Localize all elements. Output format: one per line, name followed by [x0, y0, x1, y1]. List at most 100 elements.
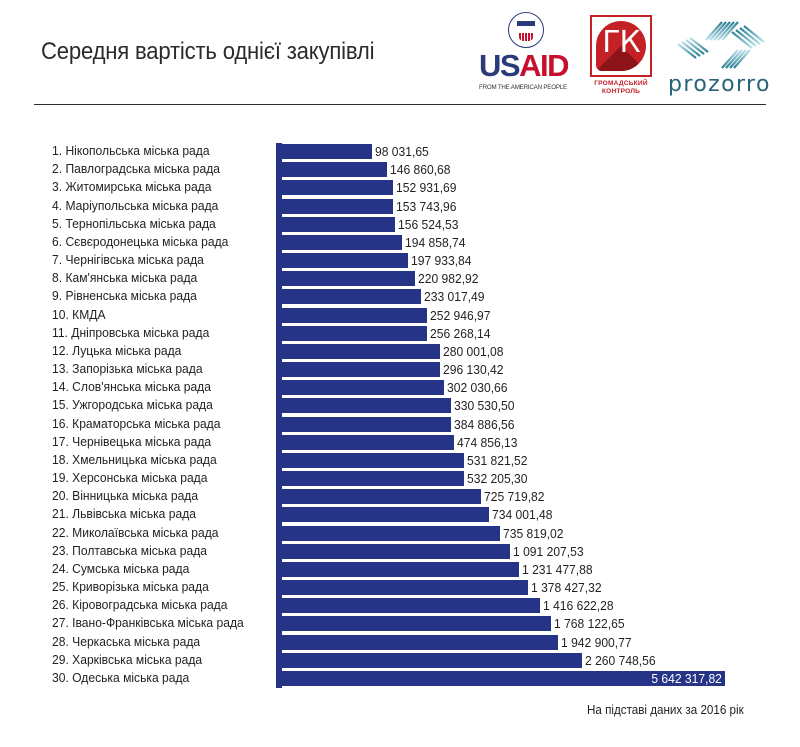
chart-row: 7. Чернігівська міська рада 197 933,84 — [0, 252, 800, 270]
chart-row: 15. Ужгородська міська рада 330 530,50 — [0, 397, 800, 415]
value-label: 531 821,52 — [467, 452, 528, 468]
chart-row: 13. Запорізька міська рада 296 130,42 — [0, 361, 800, 379]
chart-row: 3. Житомирська міська рада 152 931,69 — [0, 179, 800, 197]
category-label: 22. Миколаївська міська рада — [52, 524, 219, 540]
gk-caption-line2: КОНТРОЛЬ — [601, 88, 641, 95]
chart-row: 6. Сєвєродонецька міська рада 194 858,74 — [0, 234, 800, 252]
category-label: 24. Сумська міська рада — [52, 560, 190, 576]
bar — [276, 180, 393, 196]
bar — [276, 525, 500, 541]
value-label: 256 268,14 — [430, 325, 491, 341]
value-label: 725 719,82 — [484, 489, 545, 505]
category-label: 14. Слов'янська міська рада — [52, 379, 211, 395]
bar — [276, 362, 440, 377]
chart-row: 1. Нікопольська міська рада 98 031,65 — [0, 143, 800, 161]
category-label: 5. Тернопільська міська рада — [52, 215, 216, 231]
category-label: 9. Рівненська міська рада — [52, 288, 197, 304]
bar — [276, 452, 464, 468]
category-label: 18. Хмельницька міська рада — [52, 451, 217, 467]
category-label: 3. Житомирська міська рада — [52, 179, 212, 195]
value-label: 1 378 427,32 — [531, 580, 602, 595]
value-label: 194 858,74 — [405, 234, 466, 250]
bar — [276, 489, 481, 505]
chart-title: Середня вартість однієї закупівлі — [41, 38, 375, 65]
chart-row: 18. Хмельницька міська рада 531 821,52 — [0, 452, 800, 470]
value-label: 1 416 622,28 — [543, 598, 614, 614]
chart-row: 27. Івано-Франківська міська рада 1 768 1… — [0, 615, 800, 633]
category-label: 15. Ужгородська міська рада — [52, 397, 213, 413]
chart-row: 11. Дніпровська міська рада 256 268,14 — [0, 325, 800, 343]
value-label: 734 001,48 — [492, 507, 553, 523]
bar — [276, 289, 421, 305]
chart-row: 9. Рівненська міська рада 233 017,49 — [0, 288, 800, 306]
bar — [276, 325, 427, 341]
hromadskyi-kontrol-logo: ГК ГРОМАДСЬКИЙ КОНТРОЛЬ — [590, 15, 652, 101]
bar — [276, 670, 725, 686]
category-label: 7. Чернігівська міська рада — [52, 252, 204, 267]
bar — [276, 380, 444, 396]
value-label: 98 031,65 — [375, 144, 429, 159]
chart-row: 14. Слов'янська міська рада 302 030,66 — [0, 379, 800, 397]
chart-row: 17. Чернівецька міська рада 474 856,13 — [0, 434, 800, 452]
bar — [276, 634, 558, 650]
bar — [276, 471, 464, 486]
chart-row: 20. Вінницька міська рада 725 719,82 — [0, 488, 800, 506]
category-label: 19. Херсонська міська рада — [52, 470, 208, 485]
value-label: 1 768 122,65 — [554, 616, 625, 632]
category-label: 10. КМДА — [52, 306, 106, 322]
category-label: 4. Маріупольська міська рада — [52, 197, 219, 213]
bar — [276, 616, 551, 632]
chart-row: 22. Миколаївська міська рада 735 819,02 — [0, 525, 800, 543]
chart-row: 29. Харківська міська рада 2 260 748,56 — [0, 652, 800, 670]
category-label: 17. Чернівецька міська рада — [52, 433, 212, 449]
chart-row: 16. Краматорська міська рада 384 886,56 — [0, 416, 800, 434]
data-source-note: На підставі даних за 2016 рік — [587, 703, 744, 717]
prozorro-logo: prozorro — [668, 14, 778, 98]
chart-row: 5. Тернопільська міська рада 156 524,53 — [0, 216, 800, 234]
bar — [276, 253, 408, 268]
category-label: 25. Криворізька міська рада — [52, 579, 209, 594]
value-label: 153 743,96 — [396, 198, 457, 214]
bar — [276, 144, 372, 159]
gk-mark-text: ГК — [602, 25, 641, 60]
bar — [276, 652, 582, 668]
chart-row: 23. Полтавська міська рада 1 091 207,53 — [0, 543, 800, 561]
value-label: 1 231 477,88 — [522, 561, 593, 577]
category-label: 11. Дніпровська міська рада — [52, 324, 210, 340]
chart-row: 12. Луцька міська рада 280 001,08 — [0, 343, 800, 361]
category-label: 12. Луцька міська рада — [52, 342, 182, 358]
category-label: 8. Кам'янська міська рада — [52, 270, 198, 286]
usaid-seal-icon — [508, 12, 544, 48]
chart-row: 10. КМДА 252 946,97 — [0, 307, 800, 325]
gk-caption: ГРОМАДСЬКИЙ КОНТРОЛЬ — [586, 80, 656, 96]
category-label: 26. Кіровоградська міська рада — [52, 597, 228, 613]
chart-row: 28. Черкаська міська рада 1 942 900,77 — [0, 634, 800, 652]
value-label: 252 946,97 — [430, 307, 491, 323]
value-label: 296 130,42 — [443, 362, 504, 377]
category-label: 23. Полтавська міська рада — [52, 542, 207, 558]
value-label: 197 933,84 — [411, 253, 472, 268]
chart-row: 30. Одеська міська рада 5 642 317,82 — [0, 670, 800, 688]
bar — [276, 198, 393, 214]
bar — [276, 234, 402, 250]
category-label: 30. Одеська міська рада — [52, 669, 190, 685]
chart-row: 8. Кам'янська міська рада 220 982,92 — [0, 270, 800, 288]
category-label: 16. Краматорська міська рада — [52, 415, 221, 431]
bar — [276, 543, 510, 559]
prozorro-mark-icon — [677, 21, 765, 69]
category-label: 13. Запорізька міська рада — [52, 361, 203, 376]
value-label: 152 931,69 — [396, 180, 457, 196]
bar — [276, 416, 451, 432]
gk-frame: ГК — [590, 15, 652, 77]
bar — [276, 398, 451, 414]
bar — [276, 162, 387, 178]
category-label: 28. Черкаська міська рада — [52, 633, 201, 649]
value-label: 146 860,68 — [390, 162, 451, 178]
value-label: 5 642 317,82 — [651, 670, 722, 686]
bar — [276, 216, 395, 232]
chart-row: 19. Херсонська міська рада 532 205,30 — [0, 470, 800, 488]
value-label: 220 982,92 — [418, 271, 479, 287]
bar — [276, 598, 540, 614]
usaid-logo: USAID FROM THE AMERICAN PEOPLE — [478, 12, 570, 92]
chart-row: 21. Львівська міська рада 734 001,48 — [0, 506, 800, 524]
